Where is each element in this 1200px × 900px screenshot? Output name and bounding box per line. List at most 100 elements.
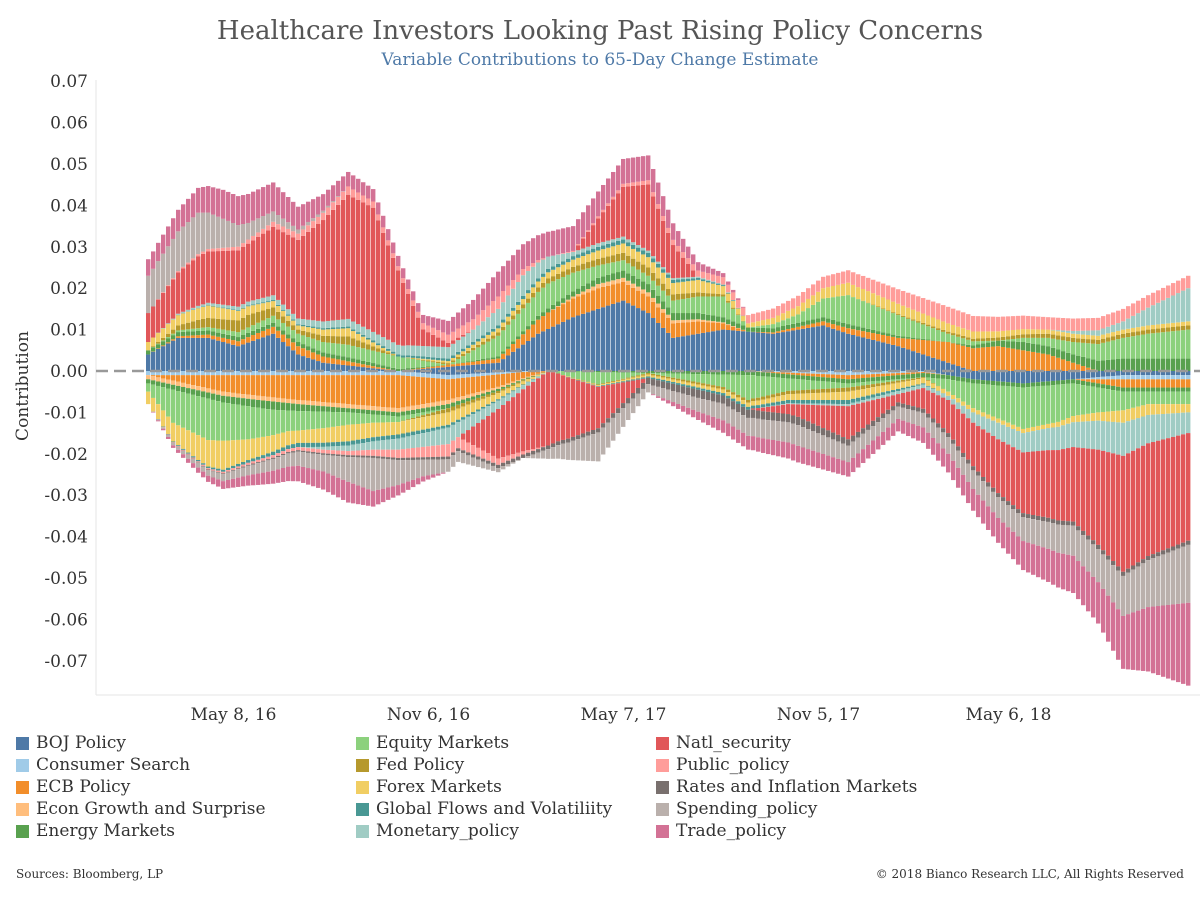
bar-segment bbox=[1036, 352, 1041, 371]
bar-segment bbox=[1066, 337, 1071, 342]
bar-segment bbox=[851, 378, 856, 384]
bar-segment bbox=[681, 336, 686, 371]
bar-segment bbox=[976, 341, 981, 345]
bar-segment bbox=[271, 295, 276, 301]
bar-segment bbox=[641, 289, 646, 294]
bar-segment bbox=[571, 378, 576, 379]
bar-segment bbox=[236, 310, 241, 311]
bar-segment bbox=[981, 481, 986, 501]
bar-segment bbox=[256, 437, 261, 457]
bar-segment bbox=[316, 334, 321, 341]
bar-segment bbox=[676, 245, 681, 252]
bar-segment bbox=[236, 375, 241, 394]
bar-segment bbox=[171, 442, 176, 443]
bar-segment bbox=[751, 375, 756, 399]
bar-segment bbox=[466, 455, 471, 465]
bar-segment bbox=[351, 375, 356, 405]
bar-segment bbox=[226, 330, 231, 335]
bar-segment bbox=[496, 372, 501, 375]
bar-segment bbox=[781, 320, 786, 327]
bar-segment bbox=[1031, 351, 1036, 371]
bar-segment bbox=[1166, 379, 1171, 388]
bar-segment bbox=[986, 414, 991, 419]
bar-segment bbox=[406, 420, 411, 433]
bar-segment bbox=[1001, 501, 1006, 523]
bar-segment bbox=[646, 250, 651, 254]
bar-segment bbox=[501, 266, 506, 291]
bar-segment bbox=[961, 413, 966, 453]
bar-segment bbox=[581, 269, 586, 286]
bar-segment bbox=[456, 312, 461, 329]
bar-segment bbox=[806, 389, 811, 394]
bar-segment bbox=[451, 406, 456, 411]
bar-segment bbox=[941, 361, 946, 371]
bar-segment bbox=[961, 381, 966, 402]
bar-segment bbox=[906, 292, 911, 308]
bar-segment bbox=[411, 417, 416, 420]
bar-segment bbox=[481, 375, 486, 391]
bar-segment bbox=[1136, 331, 1141, 336]
bar-segment bbox=[906, 374, 911, 379]
legend-swatch bbox=[16, 824, 29, 838]
bar-segment bbox=[646, 253, 651, 258]
bar-segment bbox=[521, 275, 526, 296]
bar-segment bbox=[991, 416, 996, 421]
bar-segment bbox=[531, 263, 536, 267]
bar-segment bbox=[1106, 555, 1111, 560]
bar-segment bbox=[276, 326, 281, 331]
bar-segment bbox=[1116, 323, 1121, 331]
bar-segment bbox=[816, 373, 821, 377]
bar-segment bbox=[1111, 359, 1116, 371]
bar-segment bbox=[226, 308, 231, 310]
bar-segment bbox=[531, 379, 536, 382]
bar-segment bbox=[261, 228, 266, 234]
bar-segment bbox=[381, 449, 386, 457]
bar-segment bbox=[431, 359, 436, 362]
bar-segment bbox=[341, 356, 346, 361]
bar-segment bbox=[461, 336, 466, 349]
bar-segment bbox=[201, 471, 206, 478]
bar-segment bbox=[856, 389, 861, 398]
bar-segment bbox=[511, 310, 516, 316]
bar-segment bbox=[991, 380, 996, 386]
bar-segment bbox=[586, 292, 591, 313]
bar-segment bbox=[256, 189, 261, 219]
bar-segment bbox=[421, 412, 426, 416]
bar-segment bbox=[1106, 371, 1111, 377]
bar-segment bbox=[651, 373, 656, 375]
bar-segment bbox=[506, 385, 511, 387]
bar-segment bbox=[641, 375, 646, 378]
bar-segment bbox=[496, 393, 501, 400]
bar-segment bbox=[1176, 358, 1181, 371]
bar-segment bbox=[606, 422, 611, 448]
bar-segment bbox=[236, 469, 241, 478]
bar-segment bbox=[1061, 351, 1066, 360]
bar-segment bbox=[766, 395, 771, 399]
bar-segment bbox=[1001, 330, 1006, 337]
bar-segment bbox=[1056, 380, 1061, 385]
bar-segment bbox=[806, 393, 811, 400]
bar-segment bbox=[1036, 316, 1041, 330]
bar-segment bbox=[841, 437, 846, 444]
bar-segment bbox=[431, 459, 436, 475]
bar-segment bbox=[596, 284, 601, 289]
bar-segment bbox=[926, 373, 931, 378]
bar-segment bbox=[831, 403, 836, 406]
bar-segment bbox=[491, 455, 496, 463]
bar-segment bbox=[1026, 451, 1031, 515]
bar-segment bbox=[316, 375, 321, 402]
bar-segment bbox=[1016, 426, 1021, 432]
bar-segment bbox=[1166, 358, 1171, 371]
bar-segment bbox=[596, 246, 601, 251]
bar-segment bbox=[916, 296, 921, 312]
bar-segment bbox=[351, 412, 356, 425]
bar-segment bbox=[766, 318, 771, 325]
bar-segment bbox=[901, 389, 906, 393]
bar-segment bbox=[581, 382, 586, 434]
bar-segment bbox=[191, 394, 196, 433]
bar-segment bbox=[636, 251, 641, 262]
bar-segment bbox=[471, 350, 476, 361]
bar-segment bbox=[736, 403, 741, 413]
bar-segment bbox=[506, 348, 511, 356]
bar-segment bbox=[961, 474, 966, 496]
